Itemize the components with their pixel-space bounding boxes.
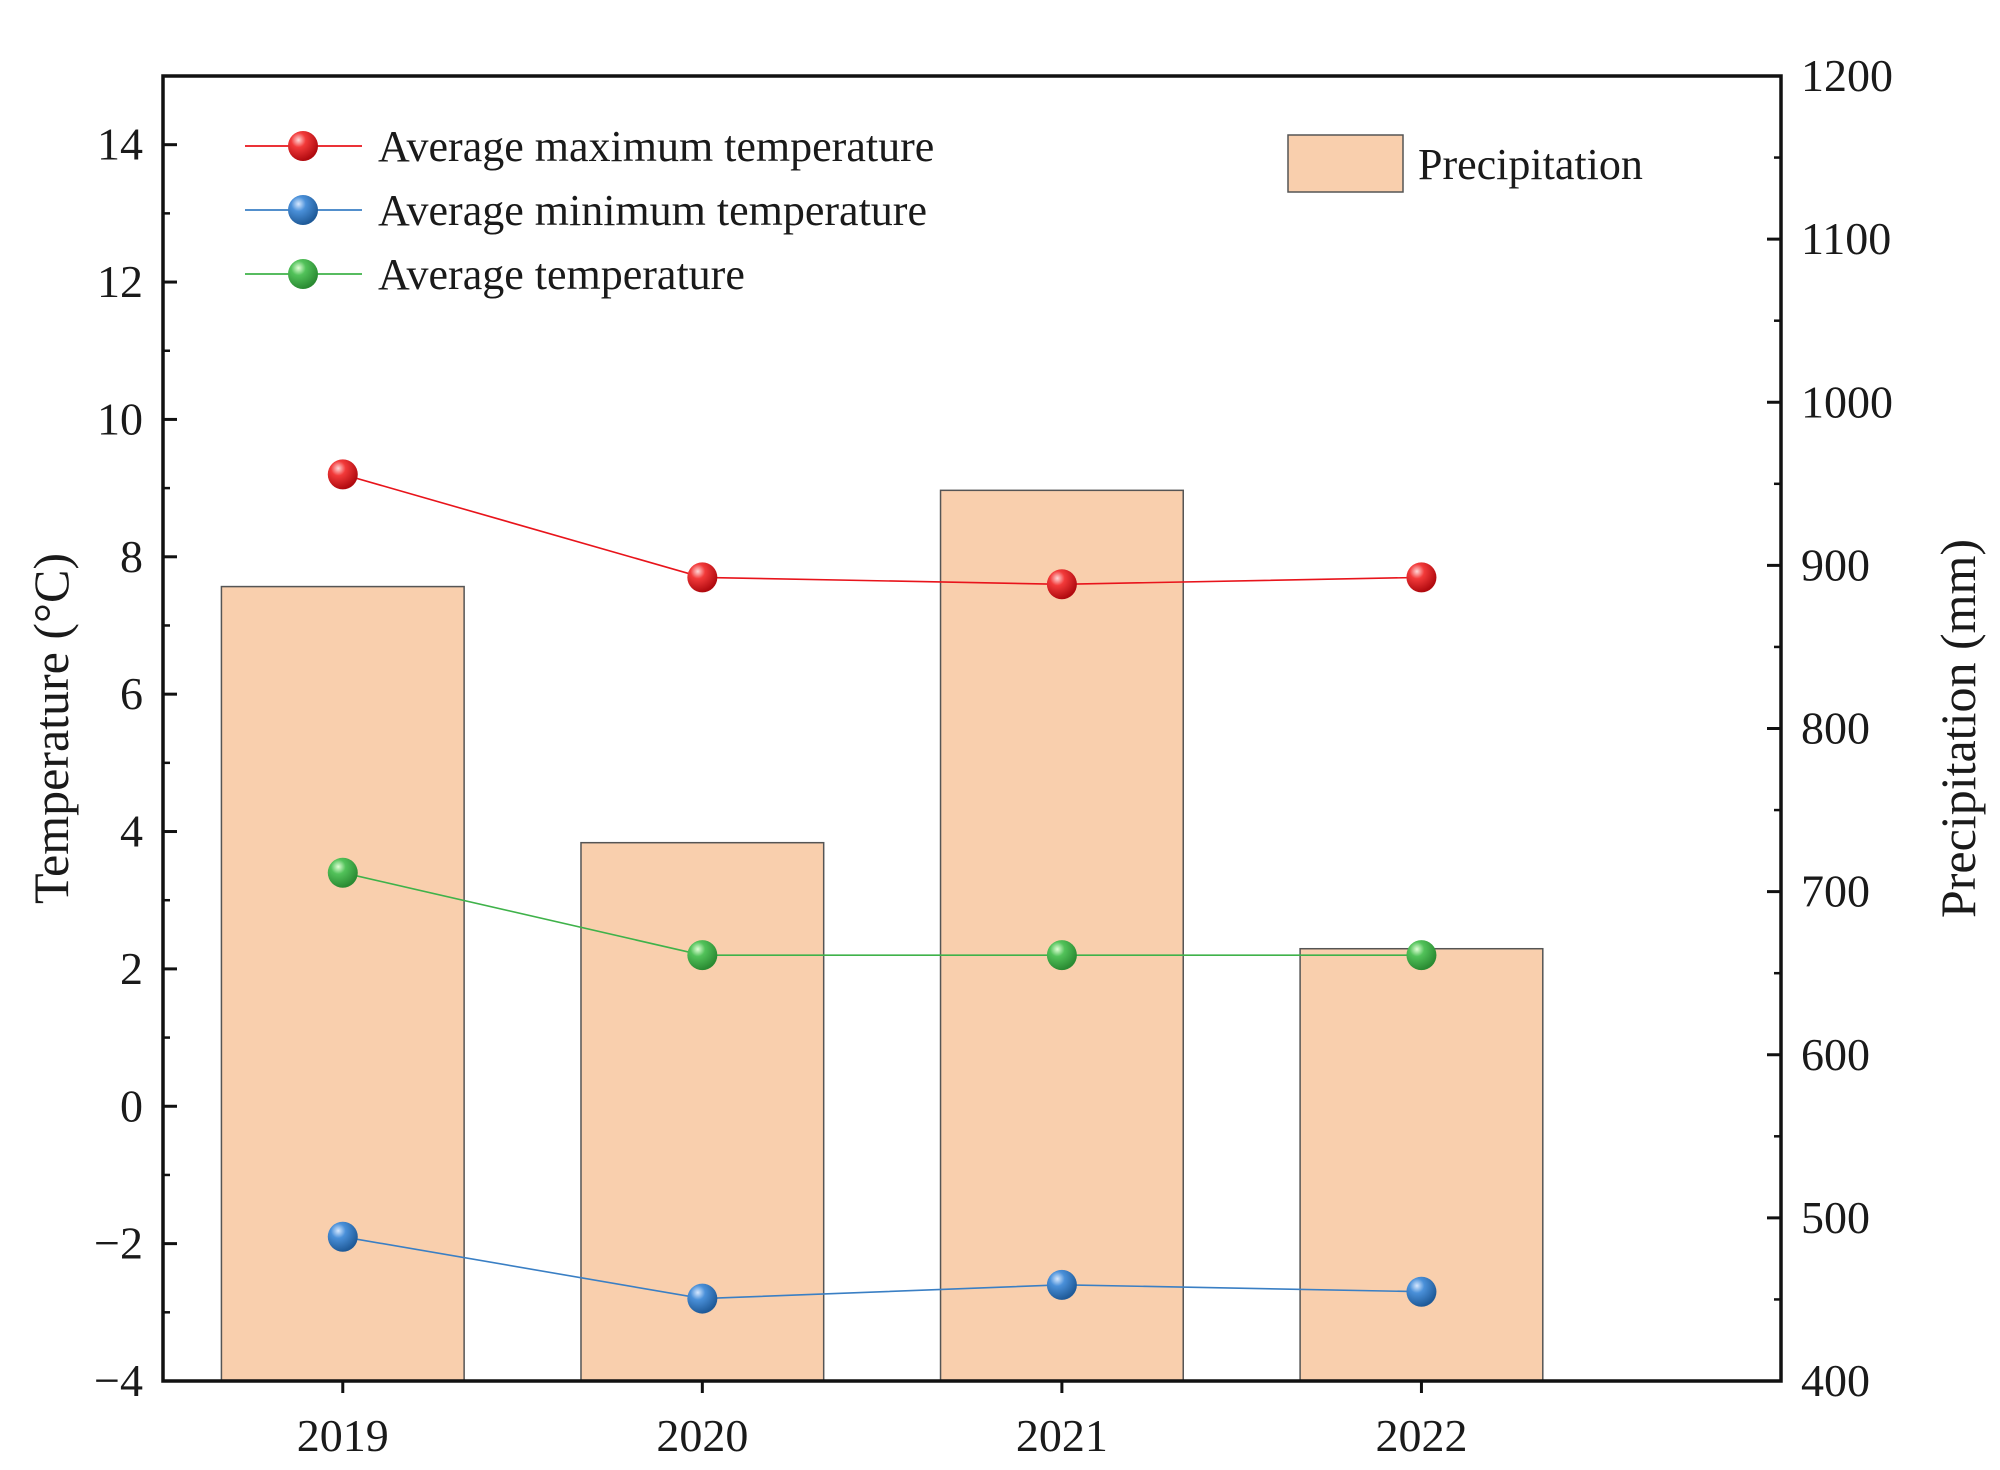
series-line-3 [342, 871, 1422, 957]
left-tick-label: 6 [120, 668, 143, 719]
right-tick-label: 1000 [1801, 376, 1893, 427]
legend-label-1: Average maximum temperature [378, 122, 934, 171]
series-3-point-2020 [687, 940, 718, 971]
left-tick-label: 0 [120, 1080, 143, 1131]
x-tick-label: 2022 [1375, 1410, 1467, 1461]
x-tick-label: 2019 [297, 1410, 389, 1461]
series-2-point-2019 [327, 1221, 358, 1252]
legend-label-3: Average temperature [378, 250, 745, 299]
left-tick-label: 8 [120, 531, 143, 582]
legend-label-precipitation: Precipitation [1418, 140, 1643, 189]
legend-marker-1 [288, 131, 318, 161]
left-tick-label: −2 [94, 1218, 143, 1269]
x-tick-label: 2020 [656, 1410, 748, 1461]
series-3-point-2022 [1406, 940, 1437, 971]
series-1-point-2019 [327, 459, 358, 490]
legend-marker-3 [288, 259, 318, 289]
right-tick-label: 1100 [1801, 213, 1891, 264]
bars-layer [220, 489, 1544, 1382]
x-tick-label: 2021 [1016, 1410, 1108, 1461]
series-line-1 [342, 473, 1422, 586]
left-tick-label: −4 [94, 1355, 143, 1406]
y-axis-left-title: Temperature (°C) [23, 553, 79, 904]
series-3-point-2019 [327, 857, 358, 888]
right-tick-label: 700 [1801, 866, 1870, 917]
series-1-point-2020 [687, 562, 718, 593]
right-tick-label: 600 [1801, 1029, 1870, 1080]
left-tick-label: 12 [97, 256, 143, 307]
series-1-point-2021 [1046, 569, 1077, 600]
series-2-point-2021 [1046, 1269, 1077, 1300]
right-tick-label: 500 [1801, 1192, 1870, 1243]
series-line-2 [342, 1236, 1422, 1300]
right-tick-label: 800 [1801, 703, 1870, 754]
left-tick-label: 10 [97, 393, 143, 444]
right-tick-label: 900 [1801, 539, 1870, 590]
precipitation-bar-2022 [1299, 947, 1544, 1382]
right-tick-label: 400 [1801, 1355, 1870, 1406]
precipitation-bar-2019 [220, 585, 465, 1382]
series-2-point-2022 [1406, 1276, 1437, 1307]
series-2-point-2020 [687, 1283, 718, 1314]
legend-marker-2 [288, 195, 318, 225]
precipitation-bar-2021 [939, 489, 1184, 1382]
legend-label-2: Average minimum temperature [378, 186, 927, 235]
series-3-point-2021 [1046, 940, 1077, 971]
series-1-point-2022 [1406, 562, 1437, 593]
legend: Average maximum temperature Average minim… [245, 122, 1643, 299]
lines-layer [327, 459, 1437, 1314]
left-tick-label: 2 [120, 943, 143, 994]
right-tick-label: 1200 [1801, 50, 1893, 101]
left-tick-label: 4 [120, 806, 143, 857]
left-tick-label: 14 [97, 119, 143, 170]
legend-bar-swatch [1287, 134, 1404, 193]
axes-layer: −4 −2 0 2 4 6 8 10 12 14 400 500 600 700 800 900 1000 110… [23, 50, 1986, 1461]
y-axis-right-title: Precipitation (mm) [1930, 539, 1986, 918]
